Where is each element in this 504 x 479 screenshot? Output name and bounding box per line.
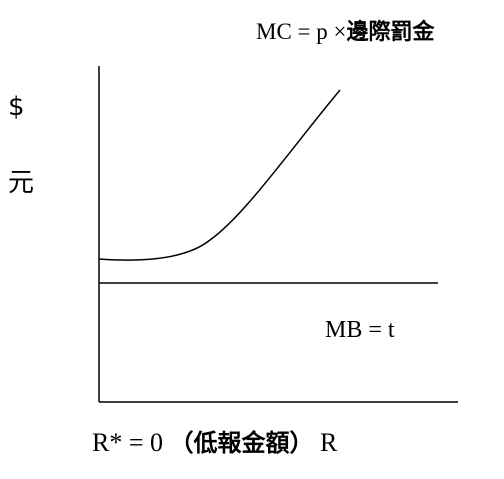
mc-curve (98, 89, 341, 261)
mc-label-cjk: 邊際罰金 (346, 20, 435, 45)
x-label-var: R (320, 428, 338, 457)
x-label-cjk: 低報金額 (193, 429, 290, 457)
mc-curve-label: MC = p ×邊際罰金 (256, 20, 435, 44)
mb-line-label: MB = t (325, 317, 395, 343)
x-label-paren-close: ） (289, 429, 314, 457)
mc-label-prefix: MC = p × (256, 19, 347, 44)
x-label-paren-open: （ (169, 429, 194, 457)
y-axis-unit: 元 (8, 168, 35, 198)
x-label-rstar: R* = 0 (92, 428, 164, 457)
y-axis-symbol: $ (8, 92, 25, 122)
x-axis-label: R* = 0 （低報金額） R (92, 430, 337, 456)
